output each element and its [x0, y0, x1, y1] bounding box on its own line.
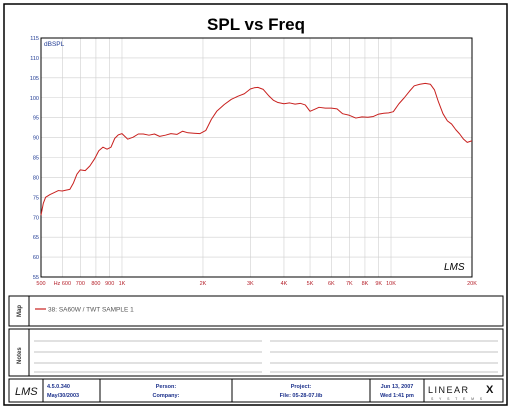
y-axis-ticks: 55 60 65 70 75 80 85 90 95 100 105 110 115: [30, 36, 39, 281]
linearx-logo: LINEAR X S Y S T E M S: [428, 384, 494, 401]
linearx-systems: S Y S T E M S: [431, 397, 485, 401]
x-tick-label: 1K: [119, 281, 126, 287]
linearx-brand: LINEAR: [428, 385, 470, 395]
series-layer: [40, 82, 473, 216]
x-tick-label: 9K: [375, 281, 382, 287]
y-tick-label: 90: [33, 136, 39, 142]
y-tick-label: 100: [30, 96, 39, 102]
project-field: Project:: [291, 384, 312, 390]
x-tick-label: 6K: [328, 281, 335, 287]
lms-watermark: LMS: [444, 262, 465, 273]
report-date: Jun 13, 2007: [381, 384, 414, 390]
x-tick-label: Hz 600: [54, 281, 71, 287]
file-field: File: 05-28-07.lib: [280, 393, 323, 399]
footer-lms-logo: LMS: [15, 386, 38, 398]
grid-lines: [40, 37, 473, 278]
y-axis-label: dBSPL: [44, 41, 65, 48]
report-time: Wed 1:41 pm: [380, 393, 414, 399]
notes-lines: [34, 340, 498, 373]
x-tick-label: 10K: [386, 281, 396, 287]
legend-entry: 38: SA60W / TWT SAMPLE 1: [48, 307, 134, 314]
x-tick-label: 3K: [247, 281, 254, 287]
x-tick-label: 20K: [467, 281, 477, 287]
y-tick-label: 95: [33, 116, 39, 122]
y-tick-label: 65: [33, 235, 39, 241]
plot-border: [40, 37, 473, 278]
software-version-date: May/30/2003: [47, 393, 79, 399]
x-tick-label: 500: [36, 281, 45, 287]
x-tick-label: 7K: [346, 281, 353, 287]
x-tick-label: 900: [105, 281, 114, 287]
x-axis-ticks: 500 Hz 600 700 800 900 1K 2K 3K 4K 5K 6K 7K 8K 9K 10K 2…: [36, 281, 477, 287]
series-line: [40, 82, 473, 216]
company-field: Company:: [153, 393, 180, 399]
software-version: 4.5.0.340: [47, 384, 70, 390]
y-tick-label: 115: [30, 36, 39, 42]
y-tick-label: 110: [30, 56, 39, 62]
notes-side-label: Notes: [17, 347, 23, 364]
y-tick-label: 75: [33, 195, 39, 201]
x-tick-label: 2K: [200, 281, 207, 287]
y-tick-label: 55: [33, 275, 39, 281]
x-tick-label: 8K: [362, 281, 369, 287]
y-tick-label: 70: [33, 215, 39, 221]
notes-panel: Notes: [8, 328, 504, 377]
footer-bar: LMS 4.5.0.340 May/30/2003 Person: Compan…: [8, 378, 504, 403]
x-tick-label: 800: [91, 281, 100, 287]
plot-area: 55 60 65 70 75 80 85 90 95 100 105 110 115 500 Hz 600…: [30, 36, 477, 287]
legend-side-label: Map: [17, 305, 23, 317]
page-title: SPL vs Freq: [207, 15, 305, 34]
y-tick-label: 85: [33, 156, 39, 162]
y-tick-label: 60: [33, 255, 39, 261]
linearx-brand-x: X: [486, 384, 494, 396]
x-tick-label: 5K: [307, 281, 314, 287]
legend-panel: Map 38: SA60W / TWT SAMPLE 1: [8, 295, 504, 327]
y-tick-label: 80: [33, 175, 39, 181]
x-tick-label: 700: [76, 281, 85, 287]
y-tick-label: 105: [30, 76, 39, 82]
person-field: Person:: [156, 384, 177, 390]
x-tick-label: 4K: [281, 281, 288, 287]
